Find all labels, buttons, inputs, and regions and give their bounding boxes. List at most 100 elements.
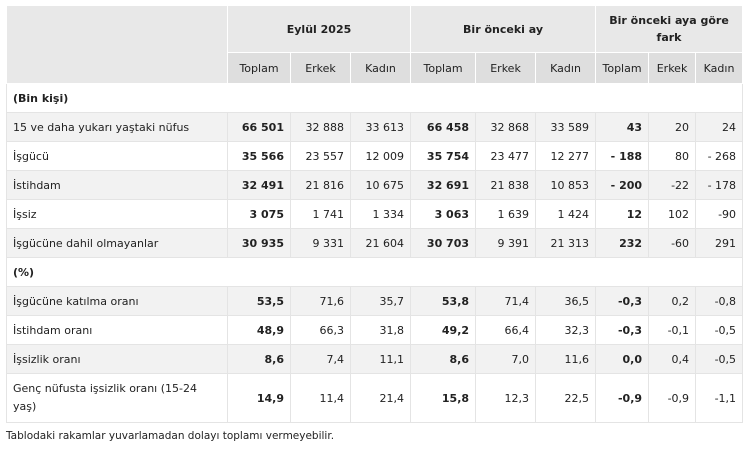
table-cell: 3 075	[227, 199, 291, 229]
table-cell: 30 935	[227, 228, 291, 258]
row-label: İşgücü	[6, 141, 228, 171]
table-cell: -0,9	[648, 373, 697, 423]
table-row: 15 ve daha yukarı yaştaki nüfus 66 501 32 …	[6, 112, 744, 142]
table-cell: 20	[648, 112, 697, 142]
table-cell: 1 334	[349, 199, 412, 229]
table-cell: 43	[595, 112, 650, 142]
table-row: İşgücü 35 566 23 557 12 009 35 754 23 477 12 2…	[6, 141, 744, 171]
sub-header: Toplam	[227, 52, 291, 84]
table-cell: 22,5	[535, 373, 597, 423]
row-label: İstihdam oranı	[6, 315, 228, 345]
section-row: (%)	[5, 257, 744, 287]
table-cell: 12 009	[349, 141, 412, 171]
table-cell: 32,3	[535, 315, 597, 345]
table-cell: 3 063	[410, 199, 477, 229]
group-header-current: Eylül 2025	[226, 5, 412, 53]
row-label: İşgücüne dahil olmayanlar	[6, 228, 228, 258]
table-cell: 71,6	[290, 286, 351, 316]
group-header-previous: Bir önceki ay	[410, 5, 597, 53]
table-cell: 71,4	[475, 286, 537, 316]
table-cell: 15,8	[410, 373, 477, 423]
table-cell: 35 754	[410, 141, 477, 171]
table-cell: 53,5	[227, 286, 291, 316]
table-cell: 21 313	[535, 228, 597, 258]
table-cell: 9 391	[475, 228, 537, 258]
table-cell: 21 604	[349, 228, 412, 258]
table-row: İşgücüne katılma oranı 53,5 71,6 35,7 53,8 71…	[6, 286, 744, 316]
row-label: İşsiz	[6, 199, 228, 229]
table-cell: 1 424	[535, 199, 597, 229]
table-cell: 12 277	[535, 141, 597, 171]
table-cell: 32 888	[290, 112, 351, 142]
table-cell: 291	[695, 228, 744, 258]
table-cell: -60	[648, 228, 697, 258]
table-cell: 8,6	[410, 344, 477, 374]
table-cell: 36,5	[535, 286, 597, 316]
table-cell: 12	[595, 199, 650, 229]
table-cell: 21 816	[290, 170, 351, 200]
table-cell: -0,5	[695, 315, 744, 345]
table-cell: 21 838	[475, 170, 537, 200]
table-cell: 9 331	[290, 228, 351, 258]
table-cell: 32 691	[410, 170, 477, 200]
sub-header: Erkek	[290, 52, 351, 84]
sub-header: Kadın	[695, 52, 744, 84]
row-label: İstihdam	[6, 170, 228, 200]
table-cell: 11,4	[290, 373, 351, 423]
footnote: Tablodaki rakamlar yuvarlamadan dolayı t…	[6, 430, 335, 442]
table-cell: 10 853	[535, 170, 597, 200]
table-row: Genç nüfusta işsizlik oranı (15-24 yaş) 1…	[6, 373, 744, 423]
sub-header: Toplam	[595, 52, 650, 84]
table-cell: - 188	[595, 141, 650, 171]
table-cell: 66,4	[475, 315, 537, 345]
table-cell: -22	[648, 170, 697, 200]
table-cell: -0,1	[648, 315, 697, 345]
table-cell: 24	[695, 112, 744, 142]
table-row: İşgücüne dahil olmayanlar 30 935 9 331 21 6…	[6, 228, 744, 258]
table-cell: 35,7	[349, 286, 412, 316]
table-cell: 12,3	[475, 373, 537, 423]
table-cell: -0,8	[695, 286, 744, 316]
table-cell: 33 613	[349, 112, 412, 142]
sub-header: Erkek	[475, 52, 537, 84]
table-cell: 23 477	[475, 141, 537, 171]
table-cell: 7,4	[290, 344, 351, 374]
table-cell: -90	[695, 199, 744, 229]
table-cell: 80	[648, 141, 697, 171]
table-cell: - 200	[595, 170, 650, 200]
table-cell: 10 675	[349, 170, 412, 200]
table-cell: 66 501	[227, 112, 291, 142]
row-label: İşgücüne katılma oranı	[6, 286, 228, 316]
section-label: (%)	[5, 257, 744, 287]
table-cell: 66 458	[410, 112, 477, 142]
group-header-difference: Bir önceki aya göre fark	[595, 5, 744, 53]
table-row: İşsiz 3 075 1 741 1 334 3 063 1 639 1 424 12 102…	[6, 199, 744, 229]
table-cell: 23 557	[290, 141, 351, 171]
table-cell: 53,8	[410, 286, 477, 316]
table-cell: 32 491	[227, 170, 291, 200]
table-cell: 33 589	[535, 112, 597, 142]
row-label: 15 ve daha yukarı yaştaki nüfus	[6, 112, 228, 142]
table-cell: 21,4	[349, 373, 412, 423]
table-cell: 7,0	[475, 344, 537, 374]
table-cell: 1 639	[475, 199, 537, 229]
section-row: (Bin kişi)	[5, 83, 744, 113]
row-label: Genç nüfusta işsizlik oranı (15-24 yaş)	[6, 373, 228, 423]
table-cell: 66,3	[290, 315, 351, 345]
table-cell: - 178	[695, 170, 744, 200]
table-cell: 14,9	[227, 373, 291, 423]
table-cell: -1,1	[695, 373, 744, 423]
table-cell: 0,0	[595, 344, 650, 374]
table-cell: 8,6	[227, 344, 291, 374]
table-cell: 0,4	[648, 344, 697, 374]
sub-header: Toplam	[410, 52, 477, 84]
table-cell: 102	[648, 199, 697, 229]
table-cell: -0,3	[595, 286, 650, 316]
table-cell: 35 566	[227, 141, 291, 171]
row-label: İşsizlik oranı	[6, 344, 228, 374]
table-cell: 232	[595, 228, 650, 258]
table-row: İstihdam 32 491 21 816 10 675 32 691 21 838 10…	[6, 170, 744, 200]
table-cell: 48,9	[227, 315, 291, 345]
section-label: (Bin kişi)	[5, 83, 744, 113]
table-cell: -0,5	[695, 344, 744, 374]
